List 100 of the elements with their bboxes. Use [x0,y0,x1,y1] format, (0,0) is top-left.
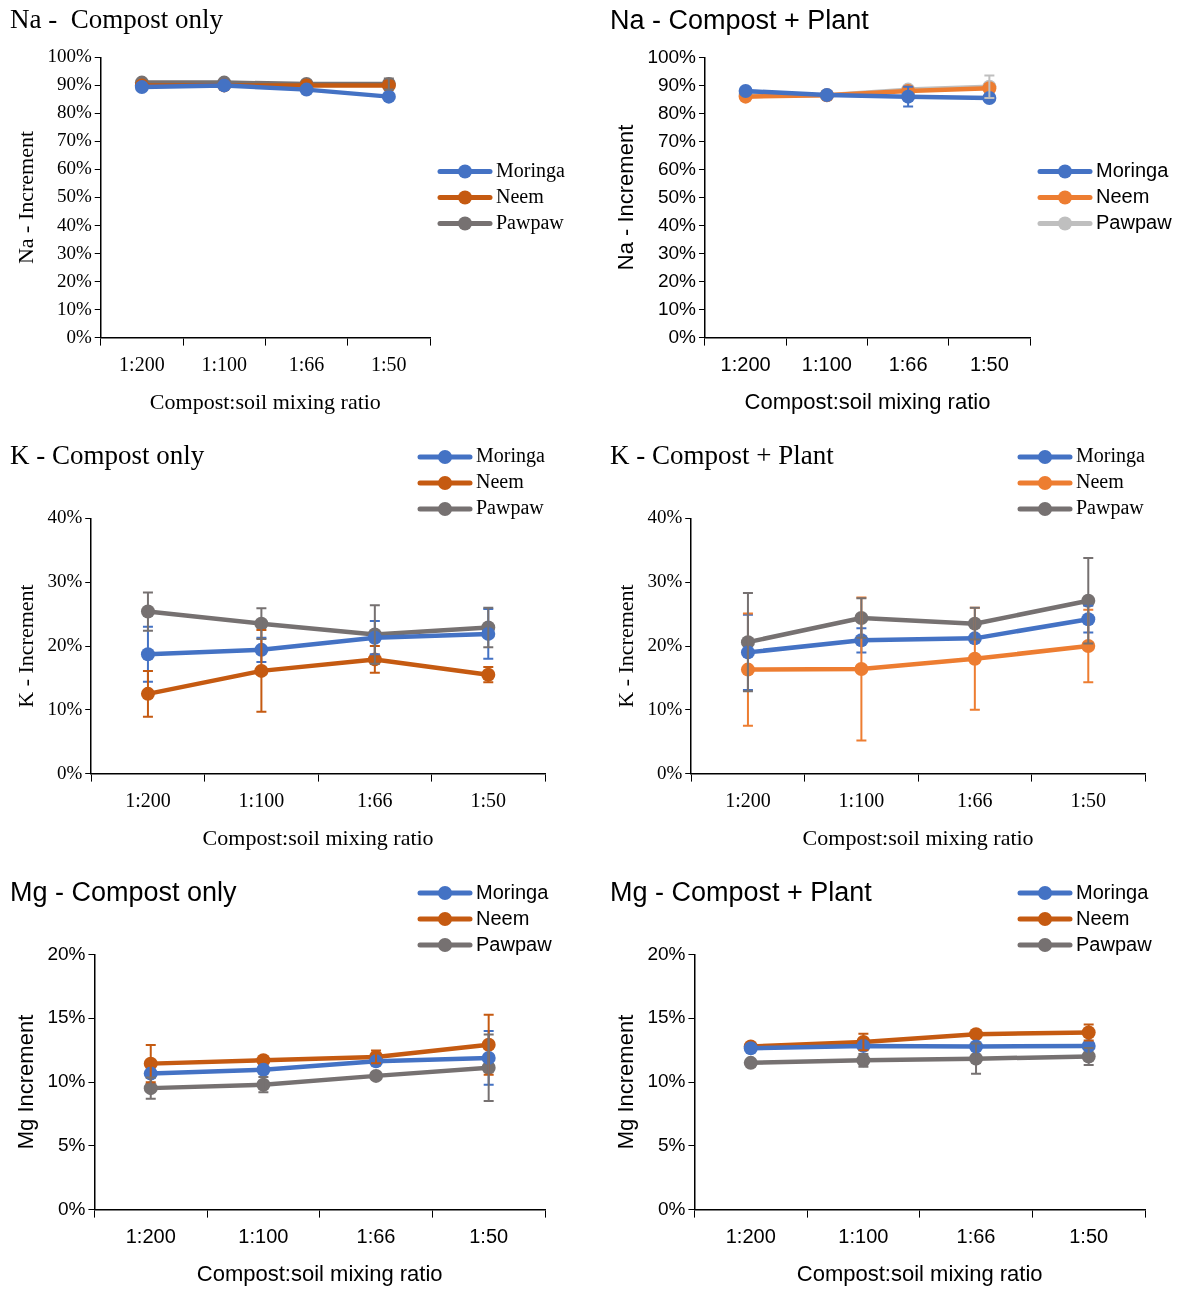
legend-label: Neem [1096,185,1150,208]
y-tick-label: 20% [657,269,697,291]
x-tick-label: 1:100 [201,352,247,375]
legend-label: Moringa [476,444,545,468]
y-tick-label: 70% [56,129,92,151]
y-tick-label: 0% [66,325,92,347]
x-tick-label: 1:200 [725,788,771,811]
legend-label: Pawpaw [496,210,565,234]
legend-label: Moringa [496,158,565,182]
legend-label: Pawpaw [1076,932,1153,955]
x-tick-label: 1:100 [838,788,885,811]
y-tick-label: 50% [657,185,697,207]
y-tick-label: 20% [47,633,83,655]
x-tick-label: 1:50 [1070,788,1107,811]
x-tick-label: 1:200 [119,352,165,375]
y-tick-label: 10% [657,297,697,319]
x-tick-label: 1:50 [1069,1225,1109,1248]
y-tick-label: 40% [647,506,683,528]
y-tick-label: 40% [47,506,83,528]
x-tick-label: 1:50 [470,788,507,811]
y-tick-label: 90% [56,73,92,95]
y-axis-title: K - Increment [12,584,38,708]
x-axis-title: Compost:soil mixing ratio [149,388,381,414]
x-tick-label: 1:66 [956,1225,996,1248]
y-tick-label: 0% [657,1197,686,1219]
chart-title: Mg - Compost + Plant [610,876,873,907]
legend-label: Pawpaw [1076,496,1145,520]
y-axis-title: Na - Increment [12,130,38,265]
x-tick-label: 1:66 [957,788,993,811]
point [381,89,396,104]
point [256,1062,271,1077]
y-tick-label: 20% [647,942,686,964]
chart-title: Na - Compost + Plant [610,4,870,35]
legend-label: Neem [1076,470,1125,493]
chart-title: Mg - Compost only [10,876,238,907]
y-tick-label: 0% [668,325,697,347]
y-tick-label: 30% [56,241,92,263]
legend-label: Pawpaw [476,932,553,955]
y-tick-label: 100% [647,45,697,67]
y-tick-label: 90% [657,73,697,95]
y-tick-label: 10% [47,1070,86,1092]
x-tick-label: 1:200 [125,788,171,811]
y-axis-title: K - Increment [612,584,638,708]
x-tick-label: 1:100 [838,1225,889,1248]
chart-title: K - Compost + Plant [610,440,835,471]
x-tick-label: 1:100 [801,353,852,376]
y-tick-label: 70% [657,129,697,151]
legend-label: Moringa [476,880,550,903]
x-tick-label: 1:100 [238,788,285,811]
y-tick-label: 15% [647,1006,686,1028]
legend-label: Moringa [1076,880,1150,903]
legend-label: Pawpaw [476,496,545,520]
y-tick-label: 20% [56,269,92,291]
y-axis-title: Mg Increment [13,1014,39,1150]
x-tick-label: 1:200 [720,353,771,376]
x-tick-label: 1:50 [969,353,1009,376]
y-tick-label: 60% [56,157,92,179]
point [738,84,753,99]
x-axis-title: Compost:soil mixing ratio [802,824,1034,850]
y-tick-label: 5% [57,1134,86,1156]
x-tick-label: 1:200 [725,1225,776,1248]
x-tick-label: 1:50 [371,352,407,375]
x-axis-title: Compost:soil mixing ratio [796,1260,1043,1286]
chart-title: Na - Compost only [10,4,224,35]
y-tick-label: 100% [47,45,92,67]
y-tick-label: 40% [657,213,697,235]
y-tick-label: 0% [56,761,83,783]
x-tick-label: 1:100 [238,1225,289,1248]
x-axis-title: Compost:soil mixing ratio [196,1260,443,1286]
x-tick-label: 1:200 [125,1225,176,1248]
y-tick-label: 10% [647,1070,686,1092]
x-axis-title: Compost:soil mixing ratio [202,824,434,850]
y-tick-label: 50% [56,185,92,207]
legend-label: Moringa [1076,444,1145,468]
y-tick-label: 60% [657,157,697,179]
point [369,1068,384,1083]
point [969,1027,984,1042]
y-tick-label: 5% [657,1134,686,1156]
x-tick-label: 1:66 [356,1225,396,1248]
x-tick-label: 1:50 [469,1225,509,1248]
y-tick-label: 40% [56,213,92,235]
y-tick-label: 30% [657,241,697,263]
y-tick-label: 30% [647,570,683,592]
x-tick-label: 1:66 [888,353,928,376]
y-tick-label: 10% [47,697,83,719]
y-axis-title: Mg Increment [613,1014,639,1150]
y-tick-label: 80% [657,101,697,123]
point [743,1055,758,1070]
y-tick-label: 10% [56,297,92,319]
y-tick-label: 15% [47,1006,86,1028]
point [299,82,314,97]
y-tick-label: 0% [656,761,683,783]
x-axis-title: Compost:soil mixing ratio [744,388,991,414]
y-axis-title: Na - Increment [613,124,639,271]
legend-label: Neem [1076,906,1130,929]
legend-label: Neem [496,184,545,207]
y-tick-label: 20% [647,633,683,655]
legend-label: Neem [476,470,525,493]
y-tick-label: 10% [647,697,683,719]
y-tick-label: 20% [47,942,86,964]
